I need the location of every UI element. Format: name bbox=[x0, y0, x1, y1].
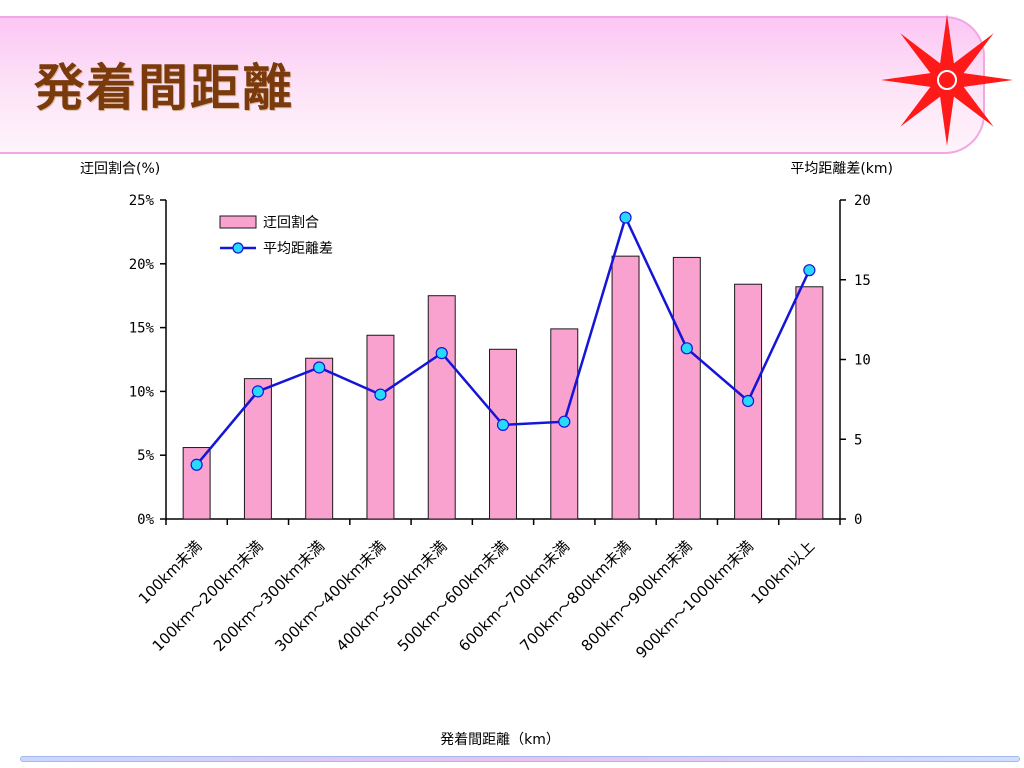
x-category-label: 700km～800km未満 bbox=[516, 537, 634, 655]
x-axis-label: 発着間距離（km） bbox=[440, 731, 560, 748]
x-category-label: 100km以上 bbox=[748, 537, 819, 608]
y-axis-right-ticks: 0 5 10 15 20 bbox=[840, 193, 871, 528]
x-category-label: 200km～300km未満 bbox=[210, 537, 328, 655]
bar bbox=[182, 447, 211, 520]
line-point bbox=[190, 458, 203, 471]
line-point bbox=[619, 211, 632, 224]
x-axis-ticks bbox=[165, 519, 841, 525]
bar-series bbox=[182, 255, 824, 520]
line-point bbox=[435, 347, 448, 360]
y-left-tick-label: 0% bbox=[137, 512, 154, 528]
y-left-tick-label: 15% bbox=[129, 321, 155, 337]
y-axis-left-label: 迂回割合(%) bbox=[80, 160, 160, 177]
x-category-label: 300km～400km未満 bbox=[271, 537, 389, 655]
line-point bbox=[496, 418, 510, 431]
footer-bar bbox=[20, 756, 1020, 762]
bar bbox=[795, 286, 824, 520]
x-category-label: 800km～900km未満 bbox=[578, 537, 696, 655]
line-point bbox=[251, 385, 265, 398]
y-right-tick-label: 15 bbox=[854, 273, 871, 289]
legend-bar-swatch bbox=[219, 215, 257, 229]
bar bbox=[305, 357, 334, 520]
line-series bbox=[190, 211, 816, 471]
y-left-tick-label: 25% bbox=[129, 193, 155, 209]
bar bbox=[611, 255, 640, 520]
bar bbox=[427, 295, 456, 520]
logo-star-polygon bbox=[881, 14, 1013, 146]
x-category-label: 900km～1000km未満 bbox=[632, 537, 757, 662]
line-point bbox=[313, 361, 326, 374]
title-banner bbox=[0, 16, 985, 154]
legend-line-marker bbox=[232, 242, 244, 254]
bar bbox=[489, 348, 517, 520]
bar bbox=[672, 256, 701, 520]
y-left-tick-label: 10% bbox=[129, 384, 155, 400]
line-point bbox=[803, 264, 816, 277]
x-category-label: 100km～200km未満 bbox=[149, 537, 267, 655]
y-left-tick-label: 5% bbox=[137, 448, 154, 464]
y-left-tick-label: 20% bbox=[129, 257, 155, 273]
y-axis-right-label: 平均距離差(km) bbox=[790, 160, 893, 177]
y-right-tick-label: 20 bbox=[854, 193, 871, 209]
bar bbox=[366, 334, 395, 520]
legend-bar-label: 迂回割合 bbox=[263, 214, 319, 231]
logo-center-circle bbox=[937, 70, 957, 90]
plot-area: 0% 5% 10% 15% 20% 25% 0 5 10 15 20 100km未満100km～2… bbox=[129, 193, 871, 662]
line-point bbox=[558, 415, 571, 428]
legend: 迂回割合 平均距離差 bbox=[219, 214, 333, 257]
x-category-label: 600km～700km未満 bbox=[455, 537, 573, 655]
x-category-label: 500km～600km未満 bbox=[394, 537, 512, 655]
legend-line-label: 平均距離差 bbox=[263, 240, 333, 257]
x-category-label: 400km～500km未満 bbox=[333, 537, 451, 655]
page-title: 発着間距離 bbox=[34, 58, 294, 117]
logo-star-shape bbox=[881, 14, 1013, 146]
bar bbox=[243, 378, 272, 520]
y-right-tick-label: 0 bbox=[854, 512, 862, 528]
y-right-tick-label: 5 bbox=[854, 432, 862, 448]
y-right-tick-label: 10 bbox=[854, 353, 871, 369]
y-axis-left-ticks: 0% 5% 10% 15% 20% 25% bbox=[129, 193, 166, 528]
line-point bbox=[741, 394, 755, 408]
line-point bbox=[680, 342, 693, 355]
line-point bbox=[374, 388, 387, 401]
x-axis-category-labels: 100km未満100km～200km未満200km～300km未満300km～4… bbox=[135, 537, 818, 662]
logo-emblem-icon bbox=[881, 14, 1013, 146]
